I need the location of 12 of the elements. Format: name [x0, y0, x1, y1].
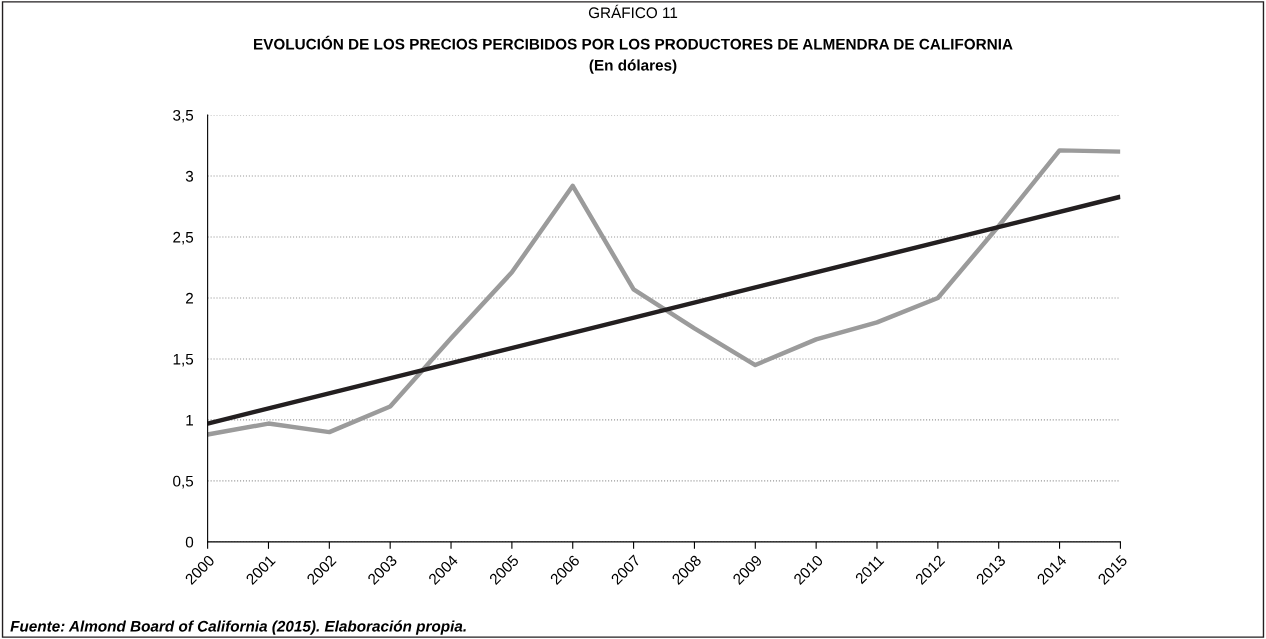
- y-tick-label: 3: [185, 170, 194, 182]
- line-series: [207, 148, 1121, 437]
- y-tick-label: 1,5: [173, 353, 194, 367]
- y-tick-label: 2,5: [173, 231, 194, 245]
- chart-title: GRÁFICO 11: [588, 4, 678, 19]
- source-note: Fuente: Almond Board of California (2015). Elaboración propia.: [10, 620, 466, 635]
- y-tick-label: 0: [185, 536, 194, 548]
- y-tick-label: 2: [186, 292, 193, 304]
- chart-subtitle: EVOLUCIÓN DE LOS PRECIOS PERCIBIDOS POR LOS PRODUCTORES DE ALMENDRA DE CALIFORNIA (En dólares): [254, 35, 1013, 74]
- y-tick-label: 3,5: [173, 109, 194, 123]
- y-tick-label: 1: [186, 414, 193, 426]
- y-tick-label: 0,5: [173, 475, 194, 489]
